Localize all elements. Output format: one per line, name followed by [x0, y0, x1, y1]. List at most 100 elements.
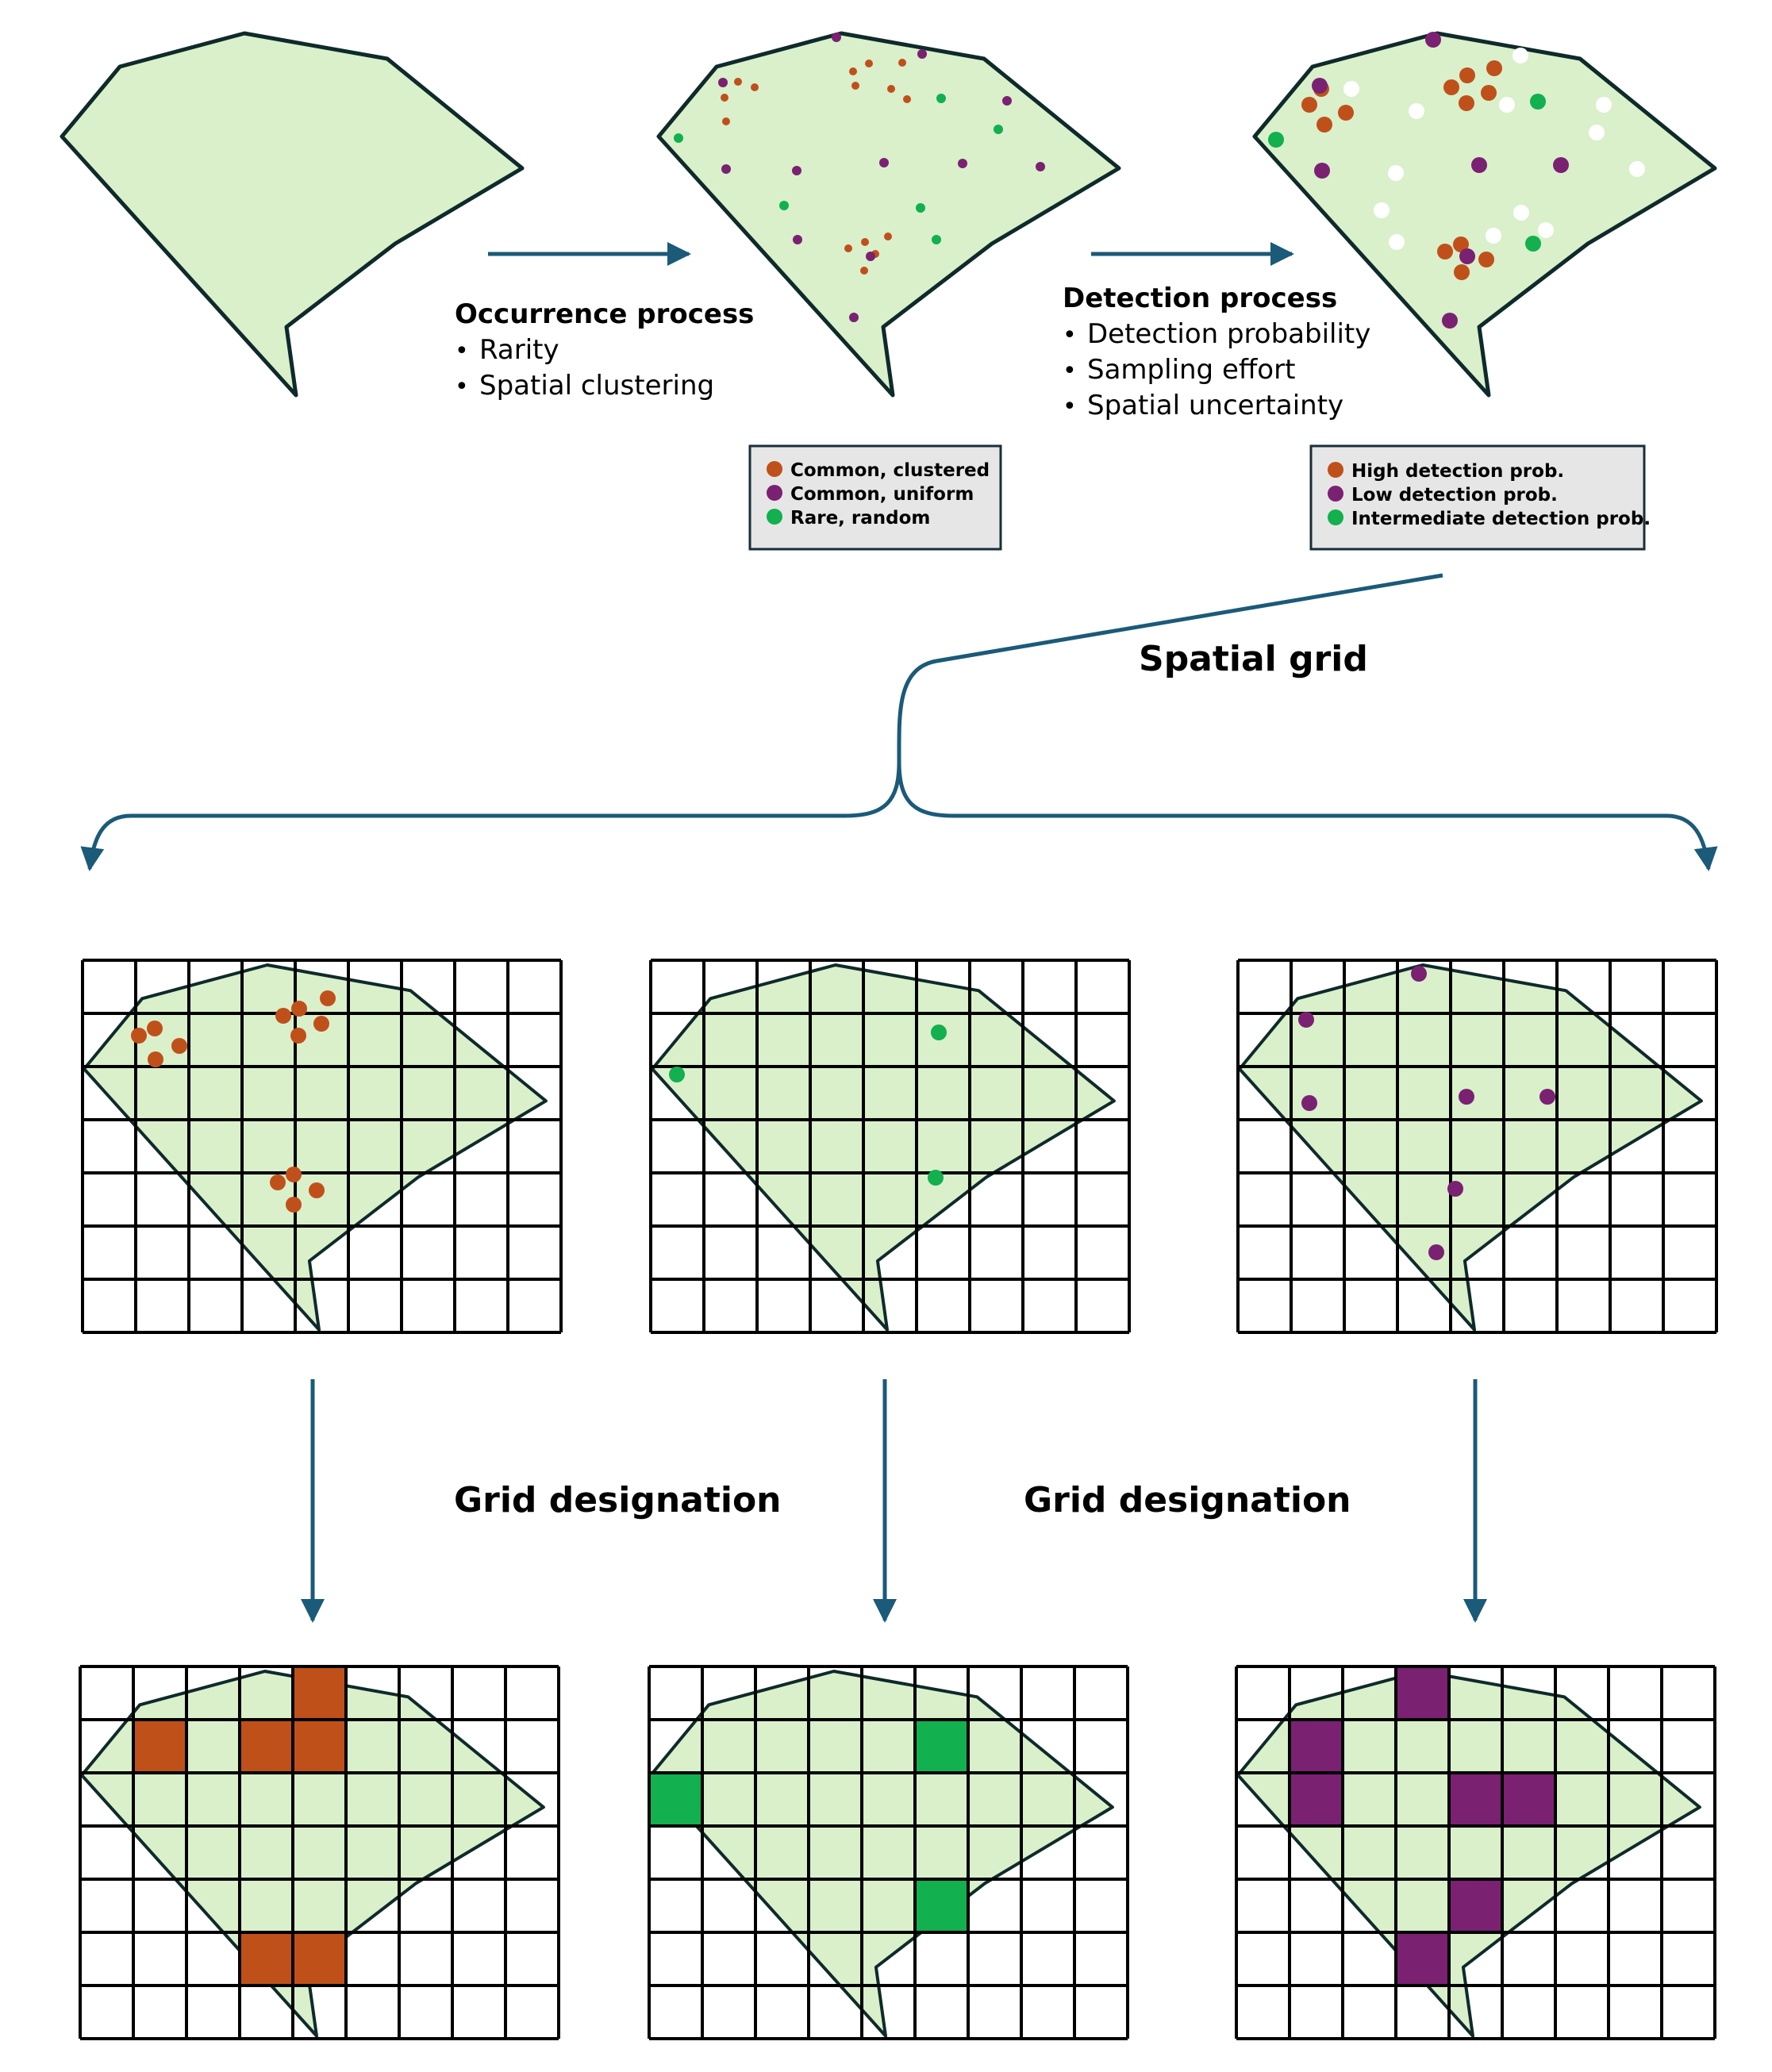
gridded-record-purple: [1428, 1244, 1444, 1260]
gridded-green-records: [649, 959, 1131, 1334]
legend-occurrence-label-2: Common, uniform: [790, 484, 974, 505]
detected-point-low: [1459, 248, 1475, 264]
undetected-point: [1486, 228, 1501, 244]
occurrence-bullet-1: Rarity: [479, 334, 559, 366]
undetected-point: [1513, 205, 1529, 221]
region-outline: [649, 1670, 1114, 2038]
designated-cell: [133, 1720, 186, 1773]
occurrence-point-rare: [779, 201, 789, 210]
gridded-orange-records: [81, 959, 563, 1334]
designated-cell: [240, 1932, 293, 1986]
occurrence-point-clustered: [865, 60, 873, 67]
occurrence-point-clustered: [734, 78, 742, 86]
occurrence-point-clustered: [884, 233, 892, 240]
designated-cell: [915, 1720, 968, 1773]
region-outline: [83, 963, 548, 1332]
occurrence-point-rare: [994, 125, 1003, 134]
spatial-grid-bracket-right: [897, 761, 1718, 871]
undetected-point: [1374, 202, 1390, 218]
detection-bullet-2-marker: •: [1063, 357, 1077, 385]
gridded-record-orange: [270, 1174, 286, 1190]
occurrence-legend: Common, clustered Common, uniform Rare, …: [748, 444, 1002, 551]
occurrence-point-uniform: [718, 78, 728, 87]
legend-occurrence-label-3: Rare, random: [790, 508, 930, 529]
detection-title: Detection process: [1063, 283, 1337, 314]
gridded-record-orange: [148, 1051, 163, 1067]
detected-point-low: [1471, 157, 1487, 173]
occurrence-point-clustered: [903, 95, 911, 103]
gridded-record-purple: [1539, 1089, 1555, 1105]
occurrence-point-rare: [674, 133, 683, 143]
detected-point-high: [1454, 264, 1470, 280]
detection-map: [1252, 31, 1717, 398]
gridded-record-orange: [320, 990, 336, 1006]
gridded-record-green: [928, 1170, 944, 1186]
gridded-record-purple: [1447, 1181, 1463, 1197]
occurrence-point-uniform: [849, 313, 859, 322]
legend-dot-orange: [1328, 462, 1343, 478]
occurrence-bullet-1-marker: •: [455, 337, 469, 365]
base-region-map: [60, 31, 525, 398]
spatial-grid-bracket: [80, 573, 1443, 871]
occurrence-point-uniform: [721, 164, 731, 174]
occurrence-point-uniform: [793, 235, 802, 244]
designated-cell: [293, 1720, 346, 1773]
occurrence-point-clustered: [844, 244, 852, 252]
occurrence-point-uniform: [917, 49, 927, 59]
gridded-record-orange: [171, 1038, 187, 1054]
occurrence-point-rare: [916, 203, 925, 213]
occurrence-point-rare: [936, 94, 946, 103]
occurrence-point-uniform: [832, 33, 841, 42]
detection-legend: High detection prob. Low detection prob.…: [1309, 444, 1651, 551]
undetected-point: [1596, 97, 1612, 113]
detection-bullet-2: Sampling effort: [1087, 354, 1295, 386]
designated-cell: [1290, 1720, 1343, 1773]
region-outline: [80, 1670, 545, 2038]
designated-cell: [1290, 1773, 1343, 1826]
undetected-point: [1589, 125, 1605, 140]
gridded-record-orange: [291, 1001, 307, 1017]
occurrence-point-uniform: [879, 158, 889, 167]
detected-point-high: [1478, 252, 1494, 267]
occurrence-point-uniform: [866, 252, 875, 261]
legend-dot-green: [1328, 509, 1343, 525]
designated-cell: [240, 1720, 293, 1773]
spatial-grid-label: Spatial grid: [1139, 639, 1368, 679]
undetected-point: [1499, 97, 1515, 113]
detected-point-low: [1314, 163, 1330, 179]
gridded-record-orange: [309, 1182, 325, 1198]
gridded-record-orange: [313, 1016, 329, 1032]
detected-point-low: [1312, 78, 1328, 94]
gridded-record-orange: [290, 1028, 306, 1044]
designated-cell: [1502, 1773, 1555, 1826]
gridded-record-purple: [1301, 1095, 1317, 1111]
designated-cell: [1396, 1932, 1449, 1986]
designated-cell: [915, 1879, 968, 1932]
grid-designation-label-1: Grid designation: [454, 1480, 782, 1520]
grid-designation-label-2: Grid designation: [1024, 1480, 1351, 1520]
occurrence-point-uniform: [958, 159, 967, 168]
occurrence-map: [656, 31, 1121, 398]
gridded-record-orange: [147, 1021, 163, 1036]
detection-bullet-3-marker: •: [1063, 393, 1077, 421]
detected-point-low: [1553, 157, 1569, 173]
detected-point-low: [1425, 32, 1441, 48]
designated-cell: [293, 1666, 346, 1720]
occurrence-point-clustered: [721, 94, 728, 102]
gridded-record-orange: [131, 1028, 147, 1044]
legend-dot-purple: [767, 485, 782, 501]
designated-cell: [649, 1773, 702, 1826]
gridded-record-orange: [286, 1197, 302, 1213]
detected-point-high: [1317, 117, 1332, 133]
occurrence-point-clustered: [849, 67, 857, 75]
occurrence-point-clustered: [860, 267, 868, 275]
undetected-point: [1388, 165, 1404, 181]
legend-detection-label-3: Intermediate detection prob.: [1351, 509, 1651, 529]
occurrence-point-clustered: [898, 59, 906, 67]
detected-point-high: [1443, 79, 1459, 95]
undetected-point: [1389, 234, 1405, 250]
occurrence-point-rare: [932, 235, 941, 244]
region-outline: [1252, 31, 1717, 398]
occurrence-point-uniform: [1002, 96, 1012, 106]
gridded-record-purple: [1298, 1012, 1314, 1028]
